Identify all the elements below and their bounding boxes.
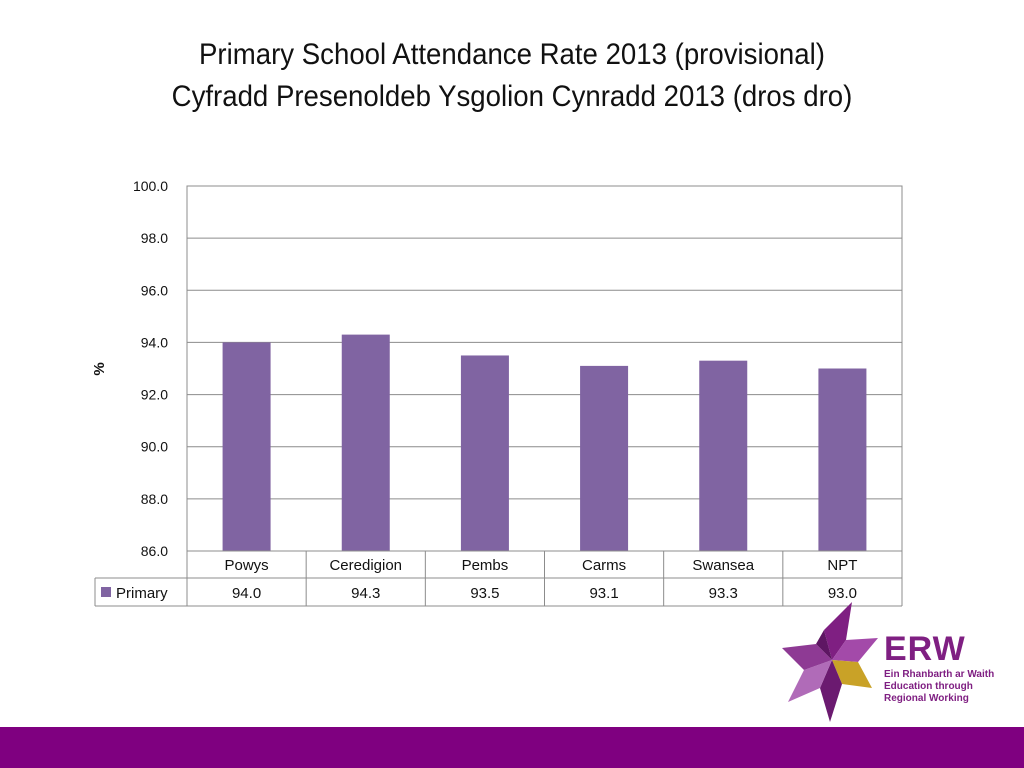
y-tick-label: 98.0 [141,230,168,246]
slide-title-line-1: Primary School Attendance Rate 2013 (pro… [199,38,825,71]
x-tick-label: Ceredigion [329,557,402,574]
bar [580,365,629,551]
x-tick-label: NPT [827,557,857,574]
y-tick-label: 94.0 [141,334,168,350]
bar [460,355,509,551]
y-tick-label: 86.0 [141,543,168,559]
y-tick-label: 96.0 [141,282,168,298]
erw-logo: ERW Ein Rhanbarth ar Waith Education thr… [780,600,994,725]
slide-title: Primary School Attendance Rate 2013 (pro… [41,34,983,118]
data-label: 93.5 [470,585,499,602]
y-axis-label: % [91,362,108,375]
x-tick-label: Swansea [692,557,754,574]
y-tick-label: 88.0 [141,491,168,507]
data-label: 93.0 [828,585,857,602]
data-table: Powys 94.0 Ceredigion 94.3 Pembs 93.5 Carms 93.… [94,550,903,607]
logo-tagline-line-3: Regional Working [884,693,969,704]
bar [818,368,867,551]
logo-wordmark: ERW [884,630,966,668]
logo-tagline-line-1: Ein Rhanbarth ar Waith [884,669,995,680]
slide-title-line-2: Cyfradd Presenoldeb Ysgolion Cynradd 201… [171,80,853,113]
legend-swatch [101,587,111,597]
y-tick-label: 90.0 [141,439,168,455]
bar [699,360,748,551]
data-label: 93.3 [709,585,738,602]
bars [222,334,867,551]
x-tick-label: Pembs [462,557,509,574]
y-axis-ticks: 86.0 88.0 90.0 92.0 94.0 96.0 98.0 100.0 [133,178,168,559]
gridlines [186,185,903,552]
legend-label: Primary [116,585,168,602]
y-tick-label: 92.0 [141,387,168,403]
y-tick-label: 100.0 [133,178,168,194]
footer-band [0,727,1024,768]
logo-tagline: Ein Rhanbarth ar Waith Education through… [884,669,995,705]
data-label: 93.1 [589,585,618,602]
x-tick-label: Powys [224,557,268,574]
plot-frame [186,185,903,552]
data-label: 94.3 [351,585,380,602]
erw-star-icon [782,602,878,722]
bar [222,342,271,551]
data-label: 94.0 [232,585,261,602]
bar [341,334,390,551]
logo-tagline-line-2: Education through [884,681,973,692]
x-tick-label: Carms [582,557,626,574]
